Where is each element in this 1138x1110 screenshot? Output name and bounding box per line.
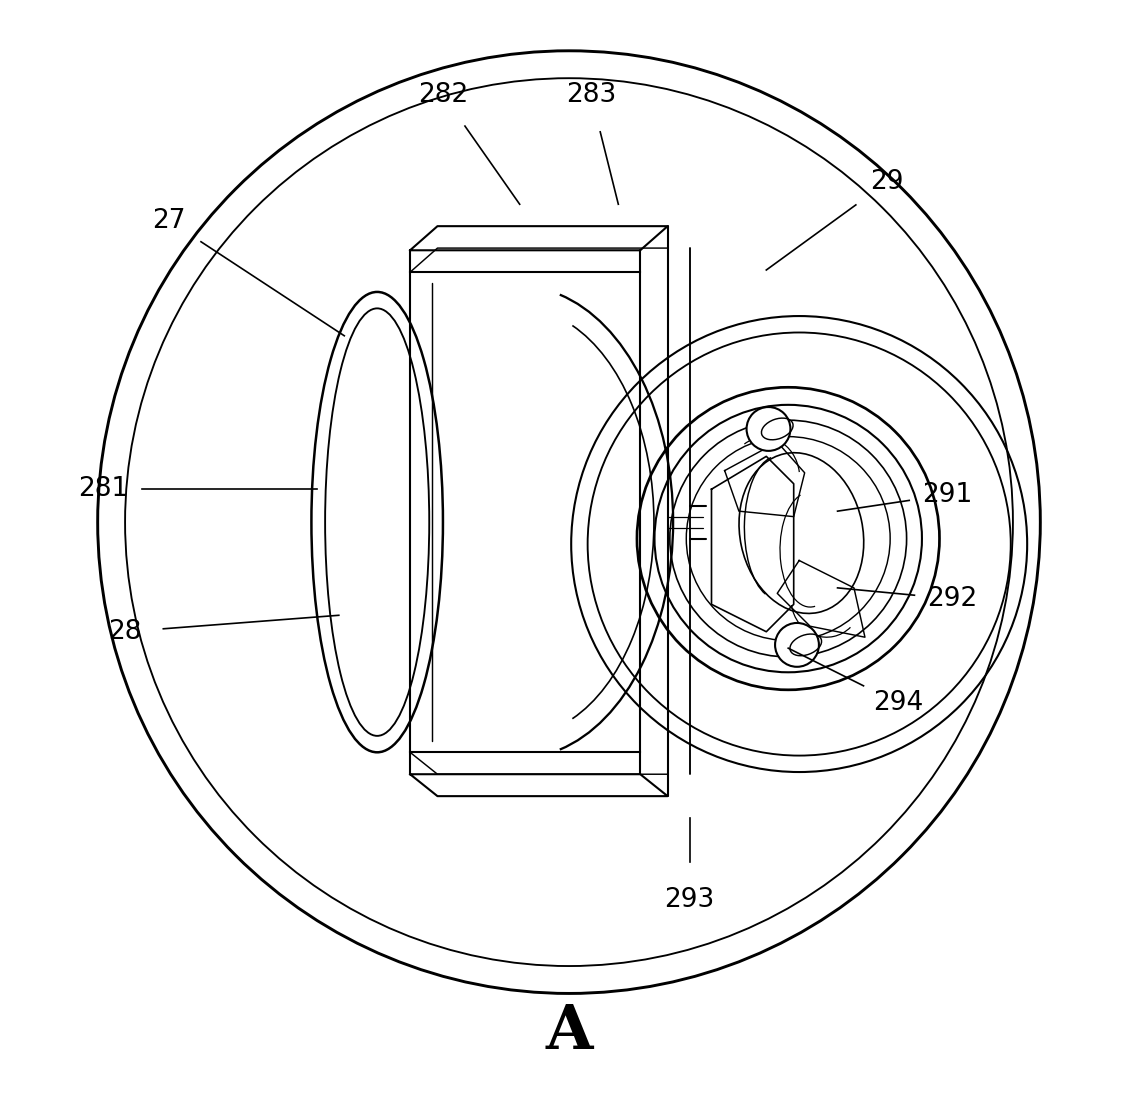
Text: 28: 28: [108, 618, 142, 645]
Text: 29: 29: [871, 170, 904, 195]
Circle shape: [747, 407, 791, 451]
Text: 27: 27: [152, 208, 185, 234]
Circle shape: [775, 623, 819, 667]
Text: 291: 291: [922, 482, 972, 507]
Text: 294: 294: [873, 690, 923, 716]
Text: 292: 292: [927, 586, 978, 612]
Text: 282: 282: [418, 82, 468, 108]
Text: 283: 283: [566, 82, 616, 108]
Text: A: A: [545, 1002, 593, 1062]
Text: 281: 281: [79, 476, 129, 502]
Text: 293: 293: [665, 887, 715, 914]
